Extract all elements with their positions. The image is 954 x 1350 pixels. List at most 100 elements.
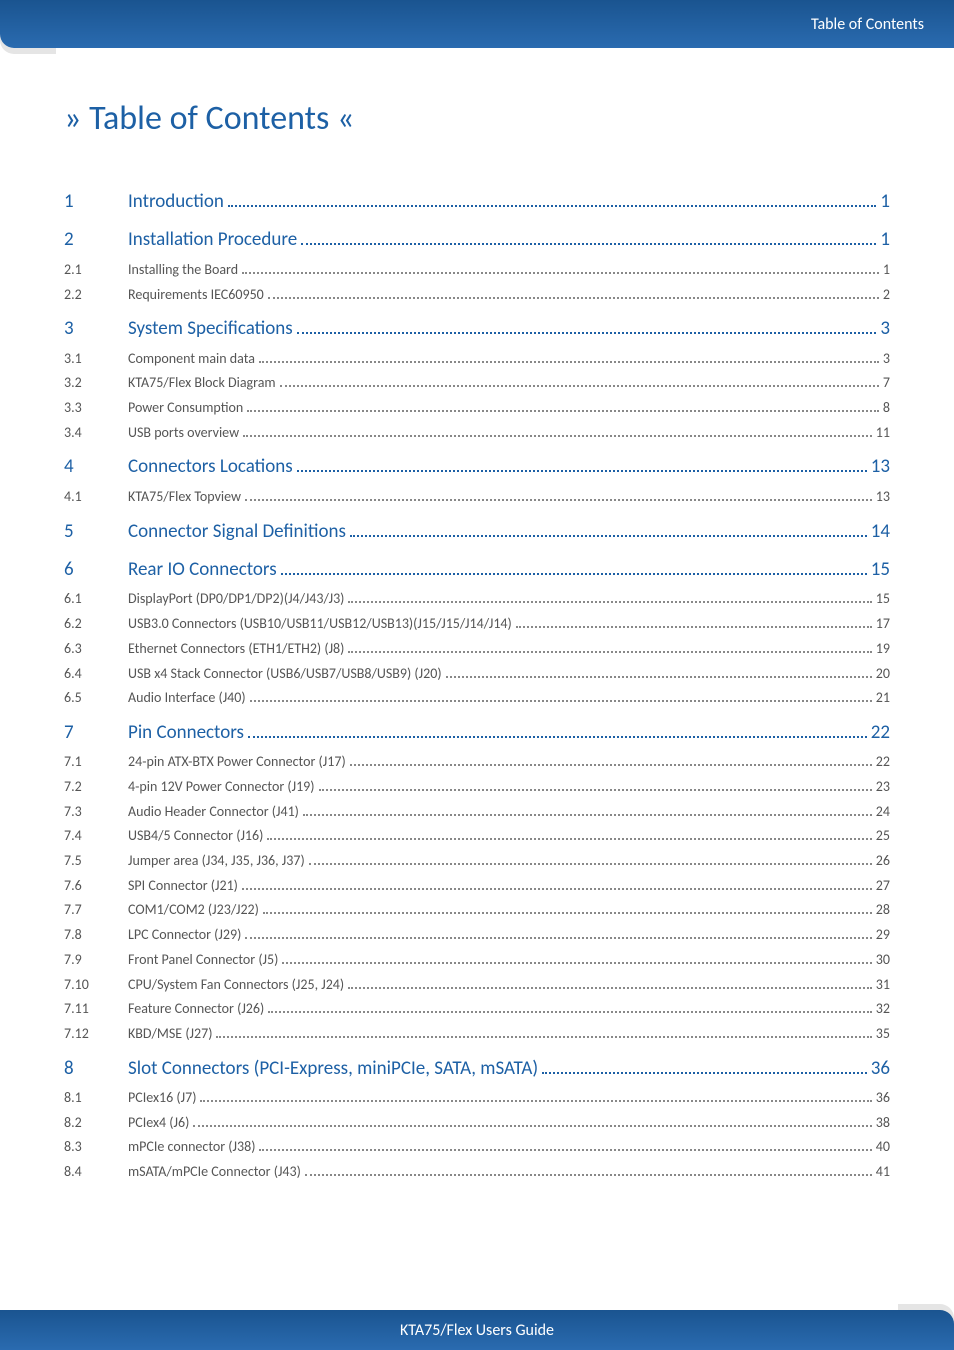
toc-label: KTA75/Flex Block Diagram (128, 372, 276, 394)
toc-label: Slot Connectors (PCI-Express, miniPCIe, … (128, 1054, 538, 1083)
toc-row[interactable]: 8Slot Connectors (PCI-Express, miniPCIe,… (64, 1054, 890, 1083)
toc-label: USB ports overview (128, 422, 239, 444)
toc-row[interactable]: 8.1PCIex16 (J7)36 (64, 1087, 890, 1109)
toc-row[interactable]: 3.3Power Consumption8 (64, 397, 890, 419)
toc-leader-dots (248, 736, 867, 738)
toc-page-number: 41 (876, 1161, 890, 1183)
toc-leader-dots (250, 700, 872, 702)
toc-row[interactable]: 7.12KBD/MSE (J27)35 (64, 1023, 890, 1045)
toc-page-number: 36 (876, 1087, 890, 1109)
toc-row[interactable]: 3System Specifications3 (64, 314, 890, 343)
toc-label: Ethernet Connectors (ETH1/ETH2) (J8) (128, 638, 344, 660)
toc-page-number: 1 (880, 225, 890, 254)
toc-page-number: 14 (871, 517, 890, 546)
toc-number: 8 (64, 1054, 128, 1083)
toc-row[interactable]: 8.3mPCIe connector (J38)40 (64, 1136, 890, 1158)
toc-row[interactable]: 3.4USB ports overview11 (64, 422, 890, 444)
toc-leader-dots (242, 888, 872, 890)
toc-row[interactable]: 7.124-pin ATX-BTX Power Connector (J17)2… (64, 751, 890, 773)
toc-page-number: 24 (876, 801, 890, 823)
toc-label: KTA75/Flex Topview (128, 486, 241, 508)
toc-number: 7.4 (64, 825, 128, 847)
toc-row[interactable]: 7.9Front Panel Connector (J5)30 (64, 949, 890, 971)
toc-label: mPCIe connector (J38) (128, 1136, 255, 1158)
toc-page-number: 22 (876, 751, 890, 773)
toc-row[interactable]: 8.4mSATA/mPCIe Connector (J43)41 (64, 1161, 890, 1183)
toc-page-number: 35 (876, 1023, 890, 1045)
toc-label: System Specifications (128, 314, 293, 343)
toc-row[interactable]: 1Introduction1 (64, 187, 890, 216)
toc-label: Requirements IEC60950 (128, 284, 264, 306)
toc-row[interactable]: 6.1DisplayPort (DP0/DP1/DP2)(J4/J43/J3)1… (64, 588, 890, 610)
toc-row[interactable]: 8.2PCIex4 (J6)38 (64, 1112, 890, 1134)
toc-leader-dots (245, 499, 872, 501)
toc-label: COM1/COM2 (J23/J22) (128, 899, 259, 921)
toc-page-number: 32 (876, 998, 890, 1020)
toc-leader-dots (245, 937, 871, 939)
toc-label: KBD/MSE (J27) (128, 1023, 212, 1045)
toc-page-number: 25 (876, 825, 890, 847)
toc-label: Pin Connectors (128, 718, 244, 747)
toc-row[interactable]: 7.6SPI Connector (J21)27 (64, 875, 890, 897)
toc-row[interactable]: 6.3Ethernet Connectors (ETH1/ETH2) (J8)1… (64, 638, 890, 660)
toc-page-number: 7 (883, 372, 890, 394)
toc-label: Introduction (128, 187, 224, 216)
toc-page-number: 13 (876, 486, 890, 508)
toc-number: 5 (64, 517, 128, 546)
toc-row[interactable]: 3.1Component main data3 (64, 348, 890, 370)
toc-row[interactable]: 6.2USB3.0 Connectors (USB10/USB11/USB12/… (64, 613, 890, 635)
toc-page-number: 19 (876, 638, 890, 660)
toc-leader-dots (200, 1100, 871, 1102)
toc-label: Rear IO Connectors (128, 555, 277, 584)
toc-label: Connector Signal Definitions (128, 517, 346, 546)
toc-leader-dots (516, 626, 872, 628)
page-title: » Table of Contents « (64, 98, 890, 139)
toc-leader-dots (542, 1072, 867, 1074)
toc-label: 24-pin ATX-BTX Power Connector (J17) (128, 751, 346, 773)
toc-leader-dots (301, 243, 876, 245)
toc-label: LPC Connector (J29) (128, 924, 241, 946)
toc-number: 2 (64, 225, 128, 254)
content-area: » Table of Contents « 1Introduction1 2Ins… (0, 48, 954, 1183)
toc-label: Jumper area (J34, J35, J36, J37) (128, 850, 305, 872)
toc-leader-dots (259, 1149, 871, 1151)
toc-row[interactable]: 4Connectors Locations13 (64, 452, 890, 481)
toc-number: 7.2 (64, 776, 128, 798)
toc-row[interactable]: 6.5Audio Interface (J40)21 (64, 687, 890, 709)
toc-label: Component main data (128, 348, 255, 370)
toc-label: CPU/System Fan Connectors (J25, J24) (128, 974, 344, 996)
toc-page-number: 2 (883, 284, 890, 306)
toc-leader-dots (228, 205, 876, 207)
toc-page-number: 38 (876, 1112, 890, 1134)
toc-number: 6.2 (64, 613, 128, 635)
toc-leader-dots (348, 651, 871, 653)
toc-row[interactable]: 7.10CPU/System Fan Connectors (J25, J24)… (64, 974, 890, 996)
toc-label: USB4/5 Connector (J16) (128, 825, 263, 847)
toc-page-number: 29 (876, 924, 890, 946)
toc-row[interactable]: 7.4USB4/5 Connector (J16) 25 (64, 825, 890, 847)
toc-row[interactable]: 6.4USB x4 Stack Connector (USB6/USB7/USB… (64, 663, 890, 685)
toc-leader-dots (268, 1011, 872, 1013)
toc-row[interactable]: 7.11Feature Connector (J26)32 (64, 998, 890, 1020)
toc-row[interactable]: 2.1Installing the Board1 (64, 259, 890, 281)
toc-row[interactable]: 5Connector Signal Definitions 14 (64, 517, 890, 546)
toc-leader-dots (309, 863, 872, 865)
toc-row[interactable]: 2Installation Procedure1 (64, 225, 890, 254)
toc-row[interactable]: 3.2KTA75/Flex Block Diagram7 (64, 372, 890, 394)
toc-row[interactable]: 7Pin Connectors22 (64, 718, 890, 747)
toc-row[interactable]: 7.5Jumper area (J34, J35, J36, J37)26 (64, 850, 890, 872)
toc-row[interactable]: 7.7COM1/COM2 (J23/J22)28 (64, 899, 890, 921)
toc-number: 2.2 (64, 284, 128, 306)
toc-row[interactable]: 7.3Audio Header Connector (J41)24 (64, 801, 890, 823)
toc-page-number: 3 (880, 314, 890, 343)
toc-row[interactable]: 7.24-pin 12V Power Connector (J19)23 (64, 776, 890, 798)
toc-number: 8.4 (64, 1161, 128, 1183)
toc-number: 6 (64, 555, 128, 584)
toc-row[interactable]: 4.1KTA75/Flex Topview13 (64, 486, 890, 508)
top-banner: Table of Contents (0, 0, 954, 48)
toc-row[interactable]: 6Rear IO Connectors15 (64, 555, 890, 584)
toc-leader-dots (319, 789, 872, 791)
toc-leader-dots (303, 814, 872, 816)
toc-row[interactable]: 7.8LPC Connector (J29)29 (64, 924, 890, 946)
toc-row[interactable]: 2.2Requirements IEC60950 2 (64, 284, 890, 306)
